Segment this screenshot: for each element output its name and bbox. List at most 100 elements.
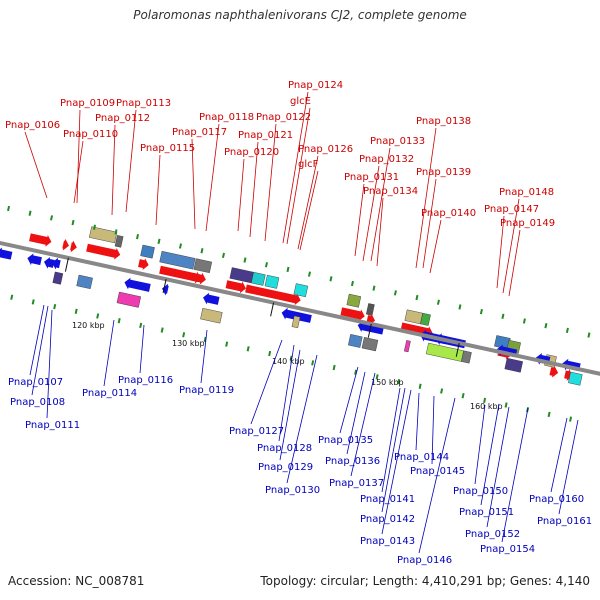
top-gene-label: Pnap_0121 — [238, 130, 293, 141]
top-gene-label: Pnap_0149 — [500, 218, 555, 229]
top-label-connector — [205, 123, 220, 232]
feature-dot — [415, 294, 419, 301]
feature-dot — [74, 308, 78, 314]
top-gene-label: Pnap_0134 — [363, 186, 418, 197]
bottom-label-connector — [480, 403, 500, 506]
feature-dot — [547, 411, 551, 418]
feature-dot — [501, 313, 505, 319]
axis-tick — [367, 323, 372, 338]
feature-dot — [332, 364, 336, 371]
bottom-gene-label: Pnap_0129 — [258, 462, 313, 473]
bottom-gene-label: Pnap_0135 — [318, 435, 373, 446]
bottom-gene-label: Pnap_0144 — [394, 452, 449, 463]
feature-dot — [200, 248, 204, 254]
bottom-gene-label: Pnap_0128 — [257, 443, 312, 454]
bottom-gene-label: Pnap_0151 — [459, 507, 514, 518]
feature-dot — [483, 397, 487, 404]
top-label-connector — [264, 123, 277, 242]
forward-gene-arrow — [138, 258, 149, 270]
top-label-connector — [370, 147, 391, 262]
feature-dot — [225, 341, 229, 347]
bottom-gene-label: Pnap_0130 — [265, 485, 320, 496]
feature-dot — [286, 266, 290, 273]
bottom-label-connector — [486, 406, 510, 528]
gene-box — [159, 250, 196, 270]
top-gene-label: Pnap_0140 — [421, 208, 476, 219]
gene-box — [348, 334, 363, 348]
forward-gene-arrow — [245, 284, 301, 306]
forward-gene-arrow — [159, 265, 202, 284]
bottom-label-connector — [278, 344, 295, 442]
reverse-gene-arrow — [162, 283, 169, 296]
gene-box — [89, 226, 118, 244]
top-gene-label: Pnap_0133 — [370, 136, 425, 147]
bottom-label-connector — [31, 305, 49, 396]
bottom-gene-label: Pnap_0142 — [360, 514, 415, 525]
feature-dot — [544, 323, 548, 329]
top-gene-label: glcF — [298, 159, 319, 170]
gene-box — [366, 303, 375, 316]
feature-dot — [458, 304, 462, 310]
forward-gene-arrow — [29, 233, 52, 247]
top-gene-label: Pnap_0139 — [416, 167, 471, 178]
bottom-gene-label: Pnap_0161 — [537, 516, 592, 527]
feature-dot — [114, 229, 118, 235]
forward-gene-arrow — [340, 307, 365, 322]
feature-dot — [504, 402, 508, 408]
top-label-connector — [111, 124, 116, 216]
gene-box — [420, 312, 431, 326]
feature-dot — [440, 388, 444, 394]
bottom-label-connector — [46, 309, 53, 419]
axis-tick — [64, 257, 69, 272]
feature-dot — [246, 346, 250, 352]
top-gene-label: Pnap_0124 — [288, 80, 343, 91]
gene-box — [200, 307, 223, 324]
bottom-label-connector — [431, 395, 435, 465]
forward-gene-arrow — [225, 280, 246, 294]
feature-dot — [136, 233, 140, 240]
backbone-group — [0, 240, 600, 376]
top-gene-label: Pnap_0118 — [199, 112, 254, 123]
reverse-gene-arrow — [52, 257, 61, 270]
feature-dot — [160, 327, 164, 333]
bottom-gene-label: Pnap_0137 — [329, 478, 384, 489]
feature-dot — [587, 332, 591, 338]
axis-tick — [162, 279, 167, 294]
feature-dot — [93, 224, 97, 230]
feature-dot — [264, 262, 268, 268]
genome-info: Topology: circular; Length: 4,410,291 bp… — [260, 574, 590, 588]
axis-tick — [270, 302, 275, 317]
axis-tick-label: 130 kbp — [172, 339, 205, 348]
reverse-gene-arrow — [203, 292, 220, 305]
bottom-label-connector — [558, 419, 579, 515]
feature-dot — [311, 360, 315, 366]
feature-dot — [182, 332, 186, 338]
feature-dot — [71, 219, 75, 226]
bottom-label-connector — [200, 329, 208, 384]
gene-box — [116, 291, 142, 308]
gene-box — [140, 244, 155, 259]
feature-dot — [461, 393, 465, 399]
feature-dot — [221, 252, 225, 259]
top-label-connector — [282, 91, 309, 244]
top-gene-label: Pnap_0106 — [5, 120, 60, 131]
bottom-label-connector — [381, 389, 412, 535]
top-gene-label: Pnap_0109 — [60, 98, 115, 109]
bottom-gene-label: Pnap_0127 — [229, 426, 284, 437]
bottom-label-connector — [418, 397, 456, 554]
top-gene-label: Pnap_0122 — [256, 112, 311, 123]
bottom-label-connector — [339, 366, 359, 434]
gene-box — [229, 267, 254, 284]
bottom-label-connector — [474, 404, 486, 485]
top-gene-label: Pnap_0132 — [359, 154, 414, 165]
bottom-label-connector — [550, 417, 568, 493]
feature-dot — [375, 374, 379, 380]
top-gene-label: Pnap_0138 — [416, 116, 471, 127]
bottom-gene-label: Pnap_0154 — [480, 544, 535, 555]
axis-tick-label: 120 kbp — [72, 321, 105, 330]
top-gene-label: Pnap_0147 — [484, 204, 539, 215]
bottom-gene-label: Pnap_0150 — [453, 486, 508, 497]
gene-box — [461, 350, 472, 364]
feature-dot — [243, 257, 247, 263]
top-gene-label: Pnap_0112 — [95, 113, 150, 124]
